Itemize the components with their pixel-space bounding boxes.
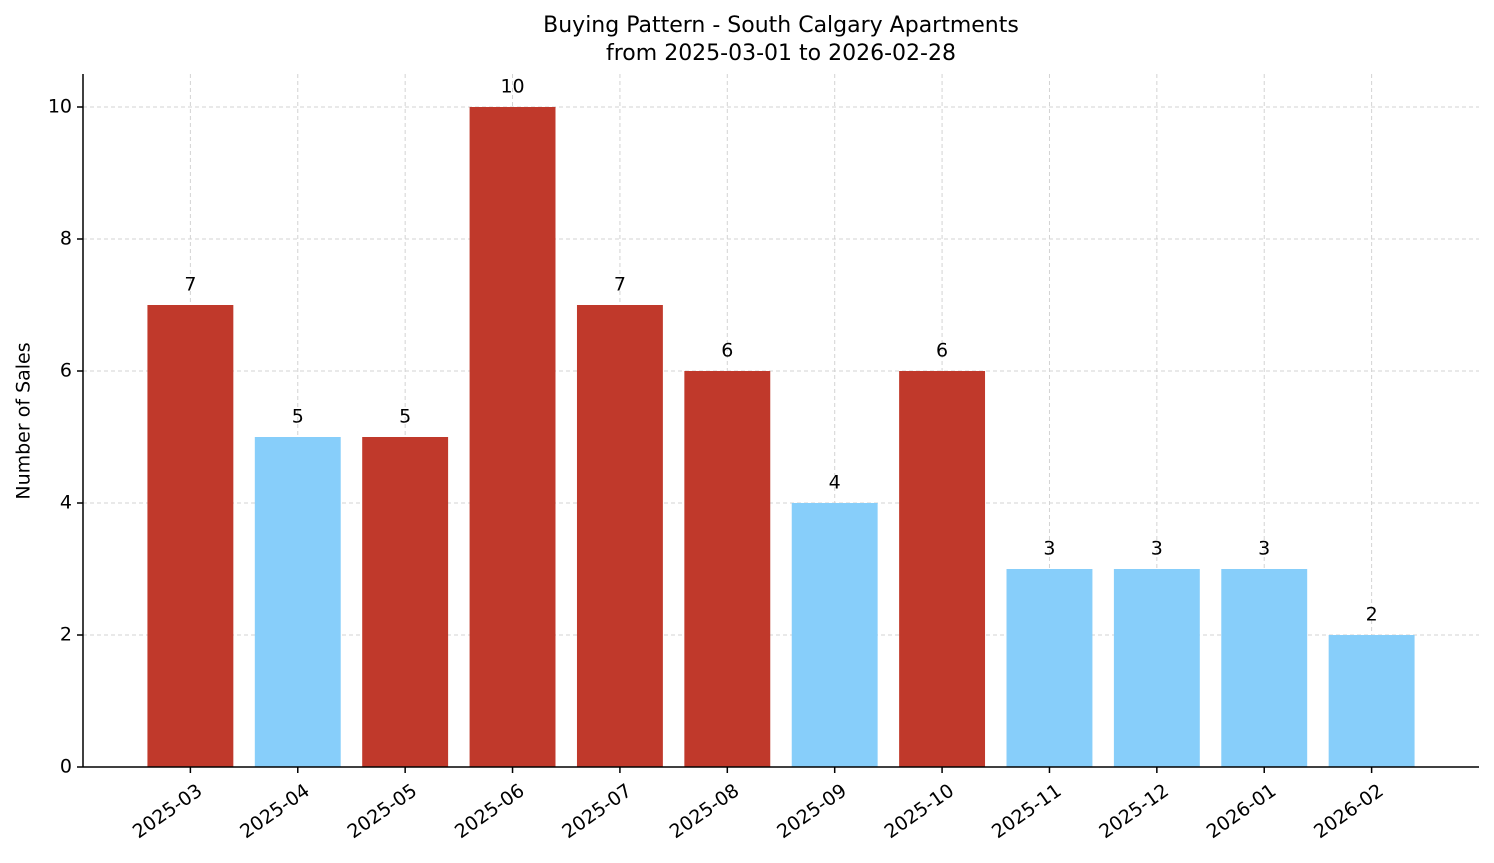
data-label: 4: [829, 472, 841, 494]
x-tick-label: 2025-12: [1095, 780, 1173, 844]
x-tick-label: 2025-10: [880, 780, 958, 844]
data-label: 2: [1366, 604, 1378, 626]
x-tick-label: 2026-01: [1203, 780, 1281, 844]
bar: [576, 305, 663, 767]
bar: [684, 371, 771, 767]
bar: [469, 107, 556, 767]
bar: [1006, 569, 1093, 767]
chart-title: Buying Pattern - South Calgary Apartment…: [543, 13, 1019, 38]
data-label: 3: [1043, 538, 1055, 560]
y-axis-label: Number of Sales: [13, 342, 35, 499]
x-tick-label: 2025-11: [988, 780, 1066, 844]
data-label: 7: [614, 274, 626, 296]
x-tick-label: 2025-06: [451, 780, 529, 844]
y-tick-label: 8: [60, 228, 72, 250]
bar: [254, 437, 341, 767]
data-label: 3: [1151, 538, 1163, 560]
y-tick-label: 6: [60, 360, 72, 382]
data-label: 7: [184, 274, 196, 296]
data-label: 3: [1258, 538, 1270, 560]
data-label: 6: [936, 340, 948, 362]
y-tick-label: 4: [60, 492, 72, 514]
bar: [1221, 569, 1308, 767]
bar: [791, 503, 878, 767]
y-tick-label: 2: [60, 624, 72, 646]
x-tick-label: 2025-05: [344, 780, 422, 844]
bar: [147, 305, 234, 767]
x-tick-label: 2025-04: [236, 780, 314, 844]
data-label: 6: [721, 340, 733, 362]
chart-subtitle: from 2025-03-01 to 2026-02-28: [606, 41, 956, 66]
data-label: 5: [292, 406, 304, 428]
x-tick-label: 2025-07: [558, 780, 636, 844]
bar: [1328, 635, 1415, 767]
bar: [1113, 569, 1200, 767]
data-label: 10: [500, 76, 524, 98]
bar: [899, 371, 986, 767]
x-tick-label: 2026-02: [1310, 780, 1388, 844]
y-tick-label: 10: [48, 96, 72, 118]
y-tick-label: 0: [60, 756, 72, 778]
bar: [362, 437, 449, 767]
x-tick-label: 2025-09: [773, 780, 851, 844]
data-label: 5: [399, 406, 411, 428]
x-tick-label: 2025-08: [666, 780, 744, 844]
x-tick-label: 2025-03: [129, 780, 207, 844]
